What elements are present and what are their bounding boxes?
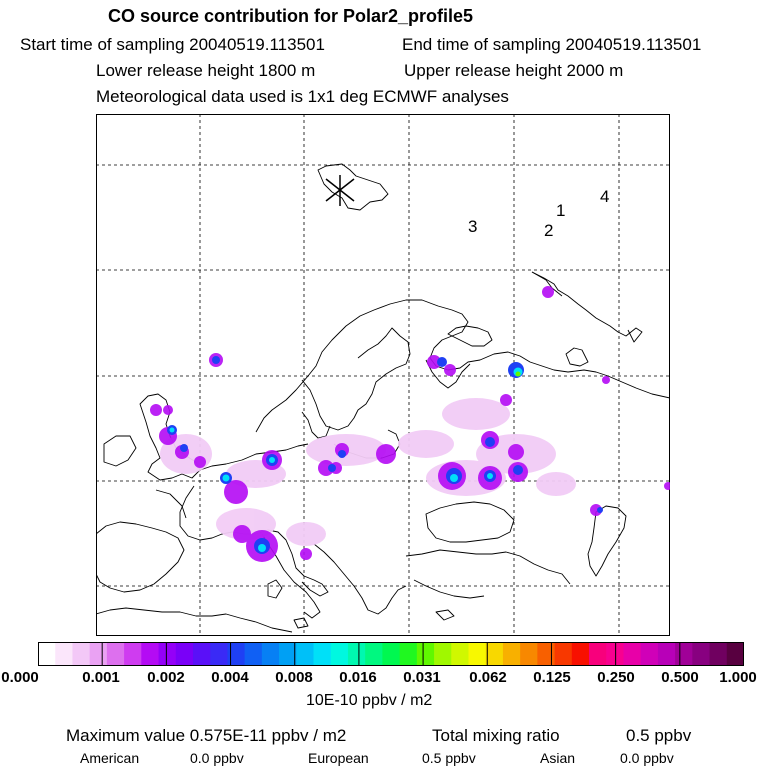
- colorbar-cell: [382, 642, 401, 666]
- colorbar-tick-label: 0.250: [597, 669, 635, 686]
- asian-value: 0.0 ppbv: [620, 750, 674, 766]
- colorbar-cell: [468, 642, 487, 666]
- colorbar-cell: [640, 642, 659, 666]
- colorbar-tick-label: 0.004: [211, 669, 249, 686]
- european-value: 0.5 ppbv: [422, 750, 476, 766]
- colorbar-cell: [537, 642, 556, 666]
- colorbar-cell: [520, 642, 538, 666]
- colorbar-cell: [313, 642, 332, 666]
- colorbar-cell: [485, 642, 504, 666]
- colorbar-cell: [726, 642, 744, 666]
- colorbar-cell: [434, 642, 452, 666]
- colorbar-cell: [175, 642, 194, 666]
- marker-label-4: 4: [600, 187, 609, 206]
- american-label: American: [80, 750, 140, 766]
- colorbar-cell: [55, 642, 74, 666]
- colorbar-tick-label: 0.000: [1, 669, 39, 686]
- colorbar-cell: [192, 642, 211, 666]
- start-time-label: Start time of sampling 20040519.113501: [20, 35, 325, 54]
- colorbar-cell: [365, 642, 383, 666]
- colorbar-cell: [675, 642, 693, 666]
- colorbar-cell: [124, 642, 142, 666]
- marker-label-3: 3: [468, 217, 477, 236]
- coastlines: [96, 163, 670, 633]
- colorbar-cell: [451, 642, 470, 666]
- colorbar-cell: [709, 642, 728, 666]
- marker-label-1: 1: [556, 201, 565, 220]
- colorbar-tick-label: 0.008: [275, 669, 313, 686]
- meteorological-data-label: Meteorological data used is 1x1 deg ECMW…: [96, 87, 509, 106]
- colorbar-tick-label: 0.125: [533, 669, 571, 686]
- colorbar-cell: [89, 642, 108, 666]
- colorbar-cell: [416, 642, 435, 666]
- colorbar-cell: [227, 642, 246, 666]
- american-value: 0.0 ppbv: [190, 750, 244, 766]
- maximum-value-label: Maximum value 0.575E-11 ppbv / m2: [66, 726, 347, 745]
- colorbar-cell: [347, 642, 366, 666]
- lower-release-height-label: Lower release height 1800 m: [96, 61, 316, 80]
- colorbar-cell: [330, 642, 349, 666]
- colorbar-cell: [502, 642, 521, 666]
- map-title: CO source contribution for Polar2_profil…: [108, 6, 474, 26]
- marker-label-2: 2: [544, 221, 553, 240]
- colorbar-cell: [554, 642, 573, 666]
- colorbar-tick-label: 0.031: [403, 669, 441, 686]
- colorbar-cell: [279, 642, 297, 666]
- colorbar-cell: [106, 642, 125, 666]
- colorbar: [38, 642, 744, 666]
- colorbar-tick-label: 0.016: [339, 669, 377, 686]
- asian-label: Asian: [540, 750, 576, 766]
- colorbar-tick-label: 0.001: [82, 669, 120, 686]
- colorbar-cell: [141, 642, 160, 666]
- colorbar-cell: [399, 642, 418, 666]
- concentration-patches: [150, 286, 670, 562]
- total-mixing-ratio-label: Total mixing ratio: [432, 726, 560, 745]
- european-label: European: [308, 750, 369, 766]
- colorbar-cell: [244, 642, 263, 666]
- colorbar-cell: [589, 642, 607, 666]
- colorbar-cell: [623, 642, 642, 666]
- colorbar-cell: [38, 642, 56, 666]
- colorbar-tick-label: 0.500: [661, 669, 699, 686]
- colorbar-cell: [296, 642, 315, 666]
- colorbar-cell: [210, 642, 229, 666]
- colorbar-unit: 10E-10 ppbv / m2: [306, 692, 433, 709]
- colorbar-tick-label: 0.062: [469, 669, 507, 686]
- total-mixing-ratio-value: 0.5 ppbv: [626, 726, 692, 745]
- colorbar-tick-label: 1.000: [719, 669, 757, 686]
- colorbar-cell: [692, 642, 711, 666]
- colorbar-cell: [261, 642, 280, 666]
- colorbar-tick-label: 0.002: [147, 669, 185, 686]
- star-marker-icon: [325, 175, 355, 206]
- upper-release-height-label: Upper release height 2000 m: [404, 61, 624, 80]
- end-time-label: End time of sampling 20040519.113501: [402, 35, 702, 54]
- colorbar-cell: [72, 642, 91, 666]
- colorbar-cell: [158, 642, 177, 666]
- colorbar-cell: [657, 642, 676, 666]
- source-contribution-map: 1 2 3 4: [96, 114, 670, 636]
- colorbar-cell: [571, 642, 590, 666]
